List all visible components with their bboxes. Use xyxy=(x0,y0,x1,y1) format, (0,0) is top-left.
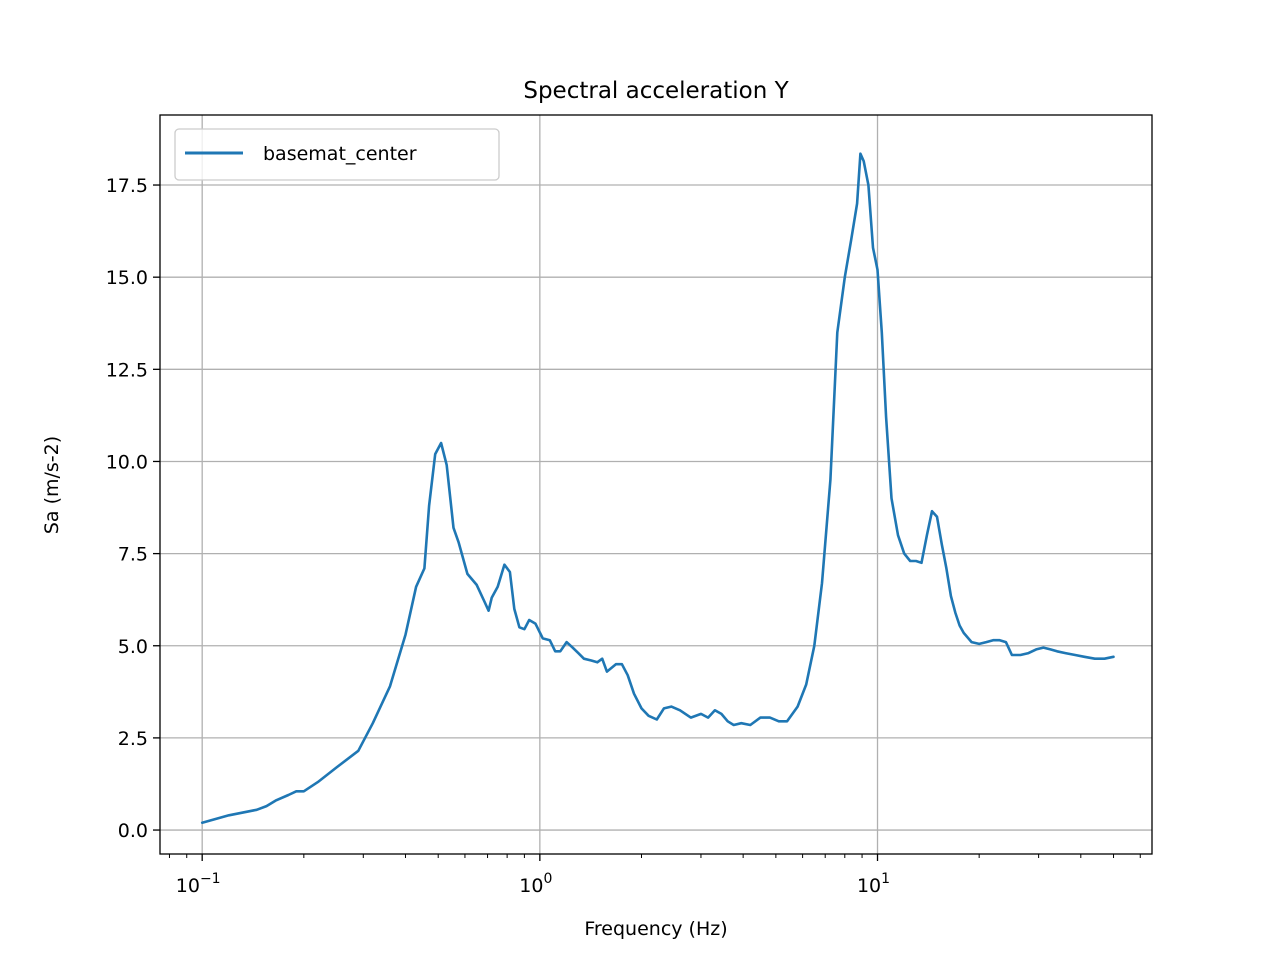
x-tick-label: 10−1 xyxy=(176,871,221,897)
y-tick-label: 15.0 xyxy=(106,267,148,289)
grid-lines xyxy=(160,115,1152,854)
x-tick-label: 101 xyxy=(857,871,890,897)
y-tick-label: 2.5 xyxy=(118,728,148,750)
x-tick-label: 100 xyxy=(519,871,552,897)
tick-labels: 0.0 2.5 5.0 7.5 10.0 12.5 15.0 17.5 10−1 100 101 xyxy=(106,175,890,897)
y-tick-label: 17.5 xyxy=(106,175,148,197)
y-tick-label: 12.5 xyxy=(106,359,148,381)
legend-label: basemat_center xyxy=(263,143,417,165)
axes-frame xyxy=(159,114,1153,855)
y-tick-label: 10.0 xyxy=(106,451,148,473)
y-tick-label: 7.5 xyxy=(118,544,148,566)
legend: basemat_center xyxy=(174,128,500,181)
plot-series xyxy=(200,152,1115,825)
legend-box xyxy=(174,128,500,181)
y-tick-label: 0.0 xyxy=(118,820,148,842)
y-tick-label: 5.0 xyxy=(118,636,148,658)
axis-ticks xyxy=(153,184,1141,861)
y-axis-label: Sa (m/s-2) xyxy=(41,436,63,534)
series-line-basemat_center xyxy=(200,152,1115,825)
chart-title: Spectral acceleration Y xyxy=(523,78,789,104)
x-axis-label: Frequency (Hz) xyxy=(584,918,727,940)
